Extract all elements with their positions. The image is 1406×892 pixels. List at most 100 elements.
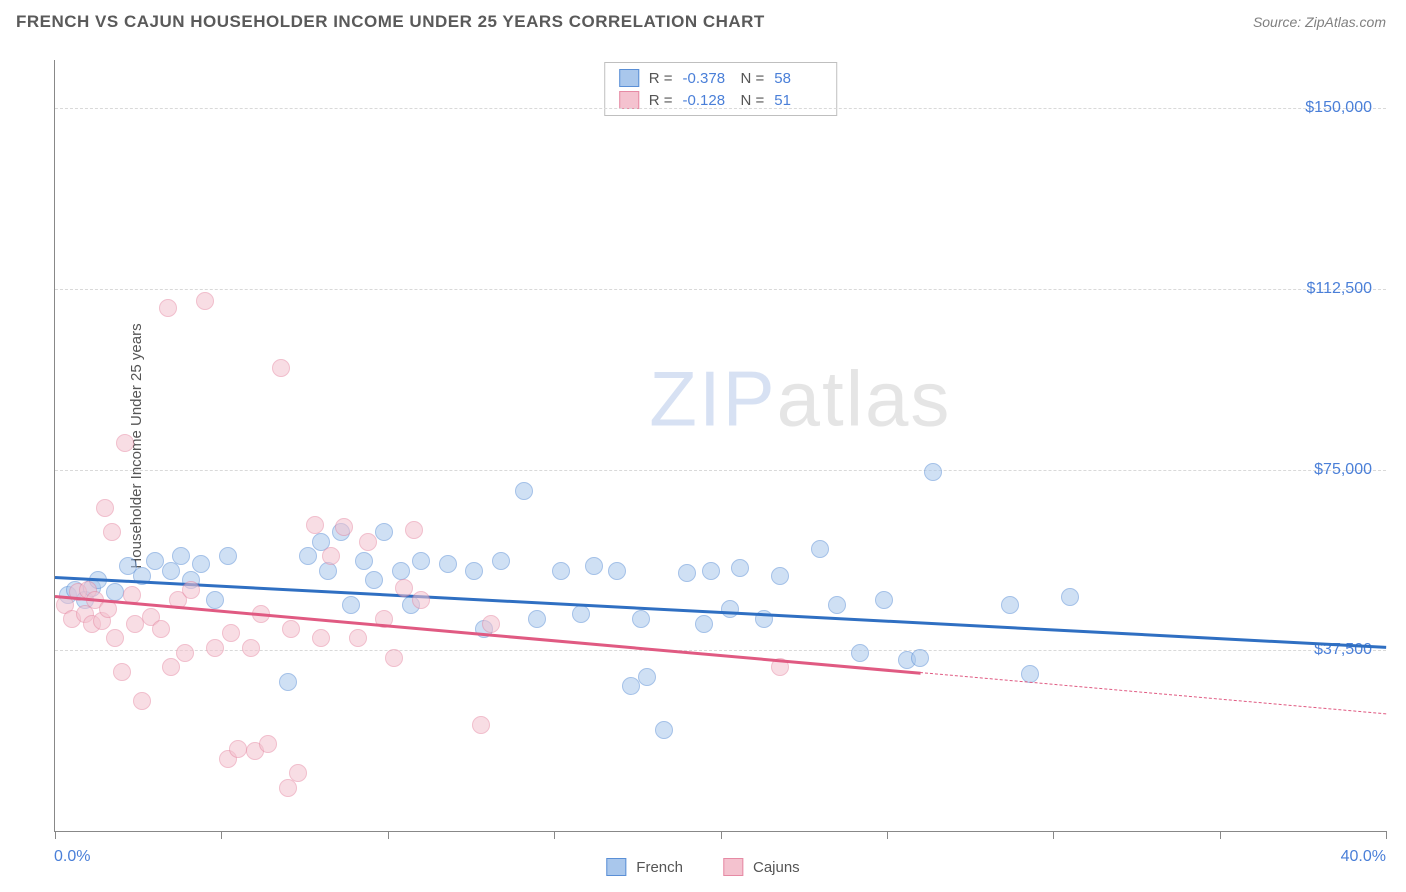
data-point xyxy=(259,735,277,753)
data-point xyxy=(206,591,224,609)
data-point xyxy=(655,721,673,739)
plot-area: ZIPatlas R =-0.378N =58R =-0.128N =51 $3… xyxy=(54,60,1386,832)
data-point xyxy=(222,624,240,642)
gridline xyxy=(55,289,1386,290)
gridline xyxy=(55,470,1386,471)
y-tick-label: $150,000 xyxy=(1305,99,1372,117)
data-point xyxy=(375,523,393,541)
data-point xyxy=(811,540,829,558)
data-point xyxy=(126,615,144,633)
x-tick xyxy=(1386,831,1387,839)
data-point xyxy=(622,677,640,695)
data-point xyxy=(552,562,570,580)
data-point xyxy=(116,434,134,452)
legend-r-value: -0.128 xyxy=(683,92,731,109)
data-point xyxy=(335,518,353,536)
correlation-legend-row: R =-0.378N =58 xyxy=(605,67,837,89)
data-point xyxy=(492,552,510,570)
data-point xyxy=(412,591,430,609)
legend-r-value: -0.378 xyxy=(683,70,731,87)
data-point xyxy=(702,562,720,580)
x-axis-max-label: 40.0% xyxy=(1341,848,1386,866)
legend-n-label: N = xyxy=(741,92,765,109)
data-point xyxy=(632,610,650,628)
data-point xyxy=(133,692,151,710)
data-point xyxy=(472,716,490,734)
legend-item: French xyxy=(606,858,683,876)
data-point xyxy=(152,620,170,638)
data-point xyxy=(405,521,423,539)
data-point xyxy=(312,629,330,647)
data-point xyxy=(196,292,214,310)
legend-swatch xyxy=(619,69,639,87)
data-point xyxy=(638,668,656,686)
data-point xyxy=(306,516,324,534)
x-tick xyxy=(1220,831,1221,839)
data-point xyxy=(359,533,377,551)
x-tick xyxy=(887,831,888,839)
data-point xyxy=(695,615,713,633)
data-point xyxy=(96,499,114,517)
data-point xyxy=(106,629,124,647)
data-point xyxy=(146,552,164,570)
data-point xyxy=(771,567,789,585)
data-point xyxy=(924,463,942,481)
data-point xyxy=(1061,588,1079,606)
data-point xyxy=(585,557,603,575)
watermark: ZIPatlas xyxy=(649,354,951,445)
data-point xyxy=(242,639,260,657)
legend-r-label: R = xyxy=(649,92,673,109)
legend-label: Cajuns xyxy=(753,859,800,876)
data-point xyxy=(182,581,200,599)
chart-title: FRENCH VS CAJUN HOUSEHOLDER INCOME UNDER… xyxy=(16,12,765,32)
data-point xyxy=(206,639,224,657)
data-point xyxy=(299,547,317,565)
data-point xyxy=(322,547,340,565)
x-tick xyxy=(55,831,56,839)
x-tick xyxy=(1053,831,1054,839)
data-point xyxy=(342,596,360,614)
data-point xyxy=(875,591,893,609)
data-point xyxy=(608,562,626,580)
y-tick-label: $112,500 xyxy=(1306,280,1372,298)
legend-swatch xyxy=(606,858,626,876)
data-point xyxy=(355,552,373,570)
data-point xyxy=(731,559,749,577)
data-point xyxy=(103,523,121,541)
x-tick xyxy=(721,831,722,839)
legend-n-label: N = xyxy=(741,70,765,87)
data-point xyxy=(851,644,869,662)
data-point xyxy=(159,299,177,317)
data-point xyxy=(465,562,483,580)
data-point xyxy=(365,571,383,589)
data-point xyxy=(678,564,696,582)
data-point xyxy=(219,547,237,565)
data-point xyxy=(1001,596,1019,614)
data-point xyxy=(392,562,410,580)
data-point xyxy=(528,610,546,628)
trend-line xyxy=(55,595,920,674)
legend-item: Cajuns xyxy=(723,858,800,876)
data-point xyxy=(482,615,500,633)
legend-swatch xyxy=(723,858,743,876)
data-point xyxy=(282,620,300,638)
x-tick xyxy=(554,831,555,839)
data-point xyxy=(289,764,307,782)
data-point xyxy=(395,579,413,597)
data-point xyxy=(828,596,846,614)
data-point xyxy=(279,673,297,691)
data-point xyxy=(176,644,194,662)
data-point xyxy=(911,649,929,667)
data-point xyxy=(721,600,739,618)
y-tick-label: $75,000 xyxy=(1314,461,1372,479)
x-tick xyxy=(221,831,222,839)
data-point xyxy=(439,555,457,573)
data-point xyxy=(515,482,533,500)
data-point xyxy=(162,658,180,676)
trend-line-extrapolated xyxy=(920,672,1386,714)
data-point xyxy=(172,547,190,565)
data-point xyxy=(572,605,590,623)
legend-n-value: 58 xyxy=(774,70,822,87)
x-tick xyxy=(388,831,389,839)
data-point xyxy=(99,600,117,618)
